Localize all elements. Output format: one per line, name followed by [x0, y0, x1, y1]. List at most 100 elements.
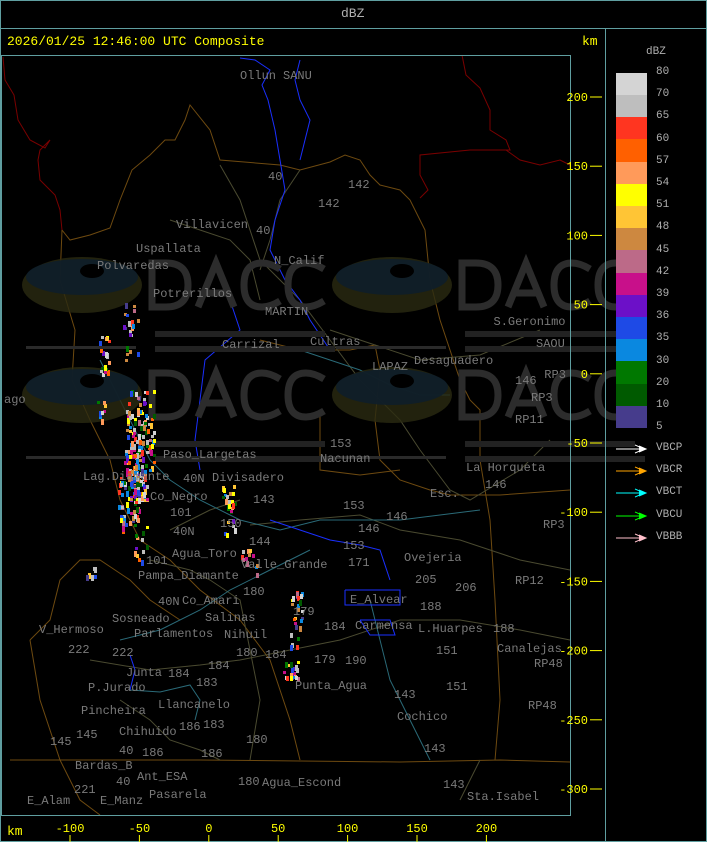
- radar-echo: [105, 352, 108, 358]
- radar-echo: [97, 401, 100, 404]
- boundary-line: [259, 339, 571, 496]
- radar-echo: [231, 500, 234, 504]
- radar-echo: [128, 461, 131, 465]
- place-label: Pincheira: [81, 704, 146, 718]
- radar-echo: [101, 419, 104, 425]
- radar-echo: [136, 440, 139, 444]
- radar-echo: [128, 471, 131, 477]
- radar-echo: [135, 534, 138, 538]
- radar-echo: [134, 514, 137, 519]
- radar-echo: [290, 673, 293, 677]
- place-label: 151: [446, 680, 468, 694]
- radar-echo: [141, 496, 144, 501]
- radar-echo: [143, 398, 146, 402]
- radar-echo: [125, 359, 128, 362]
- boundary-line: [459, 759, 481, 801]
- place-label: Bardas_B: [75, 759, 133, 773]
- level-label: 36: [656, 310, 670, 323]
- place-label: 150: [220, 517, 242, 531]
- level-label: 5: [656, 421, 663, 434]
- place-label: 221: [74, 783, 96, 797]
- y-axis-tick-label: -100: [559, 506, 588, 520]
- radar-echo: [126, 468, 129, 471]
- radar-echo: [283, 671, 286, 674]
- radar-echo: [127, 508, 130, 514]
- river-line: [269, 519, 391, 581]
- radar-echo: [134, 421, 137, 426]
- radar-echo: [297, 604, 300, 608]
- radar-echo: [288, 664, 291, 667]
- place-label: Junta: [126, 666, 162, 680]
- radar-echo: [150, 450, 153, 456]
- radar-echo: [122, 526, 125, 532]
- radar-echo: [138, 434, 141, 440]
- radar-echo: [103, 410, 106, 413]
- radar-echo: [232, 519, 235, 524]
- place-label: Carmensa: [355, 619, 413, 633]
- radar-echo: [123, 515, 126, 518]
- radar-echo: [130, 477, 133, 481]
- radar-echo: [129, 350, 132, 354]
- place-label: 205: [415, 573, 437, 587]
- radar-echo: [136, 458, 139, 464]
- radar-echo: [101, 336, 104, 339]
- radar-echo: [136, 537, 139, 540]
- level-label: 20: [656, 376, 670, 389]
- radar-echo: [245, 557, 248, 561]
- radar-echo: [296, 592, 299, 598]
- radar-echo: [121, 493, 124, 497]
- place-label: MARTIN: [265, 305, 308, 319]
- radar-echo: [130, 512, 133, 515]
- radar-echo: [128, 476, 131, 482]
- place-label: L.Huarpes: [418, 622, 483, 636]
- radar-echo: [146, 451, 149, 454]
- place-label: 145: [76, 728, 98, 742]
- radar-echo: [139, 440, 142, 445]
- place-label: 179: [293, 605, 315, 619]
- place-label: Ovejeria: [404, 551, 462, 565]
- radar-echo: [230, 510, 233, 513]
- radar-echo: [293, 618, 296, 621]
- radar-echo: [224, 532, 227, 536]
- radar-echo: [132, 516, 135, 521]
- place-label: Ollun: [240, 69, 276, 83]
- radar-echo: [128, 411, 131, 416]
- place-label: Nacunan: [320, 452, 370, 466]
- radar-echo: [136, 515, 139, 518]
- radar-echo: [124, 487, 127, 490]
- radar-echo: [295, 676, 298, 680]
- place-label: 184: [208, 659, 230, 673]
- radar-echo: [125, 453, 128, 456]
- place-label: 171: [348, 556, 370, 570]
- radar-echo: [104, 404, 107, 408]
- radar-echo: [134, 454, 137, 458]
- radar-echo: [249, 549, 252, 553]
- y-axis-tick-label: 100: [566, 229, 588, 243]
- radar-echo: [101, 367, 104, 371]
- place-label: 40N: [173, 525, 195, 539]
- radar-echo: [141, 450, 144, 456]
- radar-echo: [142, 435, 145, 439]
- radar-echo: [151, 466, 154, 472]
- radar-name: VBCR: [656, 464, 683, 477]
- radar-echo: [108, 340, 111, 343]
- radar-echo: [129, 469, 132, 472]
- radar-echo: [296, 645, 299, 650]
- radar-echo: [134, 489, 137, 495]
- place-label: 183: [203, 718, 225, 732]
- radar-echo: [137, 518, 140, 523]
- radar-echo: [131, 470, 134, 474]
- y-axis-tick-label: 0: [581, 368, 588, 382]
- place-label: 153: [343, 539, 365, 553]
- radar-echo: [138, 455, 141, 458]
- radar-echo: [127, 418, 130, 424]
- radar-echo: [241, 555, 244, 560]
- place-label: 143: [394, 688, 416, 702]
- level-label: 39: [656, 288, 670, 300]
- radar-echo: [125, 303, 128, 309]
- level-label: 45: [656, 243, 670, 256]
- x-axis-tick-label: 200: [476, 822, 498, 836]
- radar-echo: [136, 478, 139, 481]
- radar-echo: [99, 341, 102, 346]
